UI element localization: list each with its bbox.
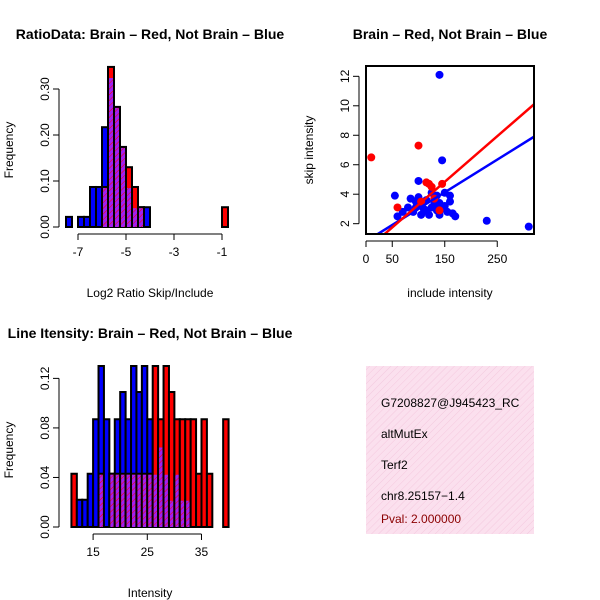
ratio-histogram-ylabel: Frequency [2, 122, 16, 179]
bar-overlap [164, 474, 168, 527]
y-tick-label: 0.00 [38, 515, 52, 539]
bar-overlap [103, 187, 107, 227]
point-brain [414, 141, 423, 150]
point-not-brain [435, 70, 444, 79]
point-not-brain [406, 194, 415, 203]
bar-overlap [132, 474, 136, 527]
point-not-brain [524, 222, 533, 231]
point-not-brain [446, 197, 454, 206]
info-background [366, 366, 534, 534]
point-not-brain [404, 203, 412, 212]
point-not-brain [393, 212, 402, 221]
x-tick-label: 150 [435, 252, 455, 266]
bar-overlap [115, 107, 119, 227]
x-tick-label: -3 [169, 245, 180, 259]
point-brain [427, 182, 436, 191]
point-brain [367, 153, 376, 162]
point-not-brain [451, 212, 460, 221]
y-tick-label: 6 [338, 161, 352, 168]
x-tick-label: 250 [487, 252, 507, 266]
bar-overlap [99, 474, 103, 527]
y-tick-label: 0.20 [38, 123, 52, 147]
point-not-brain [414, 176, 423, 185]
fit-line-brain [382, 103, 534, 234]
bar-overlap [142, 474, 147, 527]
bar-overlap [133, 208, 137, 227]
fit-line-not-brain [375, 135, 534, 234]
info-pval: Pval: 2.000000 [381, 512, 461, 526]
bar-overlap [148, 474, 152, 527]
x-tick-label: 15 [86, 545, 100, 559]
plot-frame [365, 65, 535, 235]
point-brain [435, 206, 444, 215]
info-panel: G7208827@J945423_RC altMutEx Terf2 chr8.… [366, 366, 534, 534]
y-tick-label: 2 [338, 220, 352, 227]
bar-overlap [109, 78, 113, 227]
x-tick-label: 50 [386, 252, 400, 266]
bar-overlap [137, 474, 141, 527]
y-tick-label: 0.00 [38, 215, 52, 239]
point-not-brain [417, 210, 426, 219]
scatter-plot-area [367, 70, 534, 234]
ratio-histogram-panel: RatioData: Brain – Red, Not Brain – Blue… [2, 26, 284, 300]
x-tick-label: 35 [195, 545, 209, 559]
bar-overlap [139, 208, 143, 227]
y-tick-label: 12 [338, 69, 352, 83]
scatter-xlabel: include intensity [407, 286, 492, 300]
intensity-histogram-xlabel: Intensity [128, 586, 173, 600]
bar-brain [221, 206, 229, 229]
y-tick-label: 0.08 [38, 416, 52, 440]
ratio-histogram-xlabel: Log2 Ratio Skip/Include [87, 286, 214, 300]
x-tick-label: -1 [217, 245, 228, 259]
x-tick-label: 0 [363, 252, 370, 266]
intensity-histogram-ylabel: Frequency [2, 422, 16, 479]
bar-not-brain [65, 215, 73, 229]
bar-overlap [121, 147, 125, 227]
ratio-histogram-title: RatioData: Brain – Red, Not Brain – Blue [16, 26, 285, 42]
scatter-ylabel: skip intensity [302, 116, 316, 185]
bar-overlap [159, 447, 163, 527]
point-not-brain [482, 216, 491, 225]
y-tick-label: 4 [338, 191, 352, 198]
y-tick-label: 10 [338, 99, 352, 113]
point-not-brain [422, 206, 431, 215]
intensity-scatter-panel: Brain – Red, Not Brain – Blue include in… [302, 26, 547, 300]
bar-not-brain [143, 206, 151, 229]
point-not-brain [438, 156, 447, 165]
y-tick-label: 0.12 [38, 366, 52, 390]
bar-overlap [180, 500, 185, 527]
x-tick-label: 25 [141, 545, 155, 559]
info-gene: Terf2 [381, 458, 408, 472]
bar-overlap [186, 500, 190, 527]
bar-overlap [169, 500, 174, 527]
point-not-brain [390, 191, 399, 200]
bar-overlap [110, 474, 114, 527]
bar-brain [222, 418, 230, 528]
scatter-title: Brain – Red, Not Brain – Blue [353, 26, 548, 42]
bar-overlap [126, 474, 131, 527]
y-tick-label: 0.30 [38, 77, 52, 101]
bar-overlap [115, 474, 120, 527]
bar-overlap [121, 474, 125, 527]
point-not-brain [398, 207, 407, 216]
y-tick-label: 0.04 [38, 465, 52, 489]
intensity-histogram-panel: Line Itensity: Brain – Red, Not Brain – … [2, 325, 293, 600]
info-id: G7208827@J945423_RC [381, 396, 520, 410]
point-brain [393, 203, 402, 212]
bar-overlap [153, 474, 158, 527]
y-tick-label: 0.10 [38, 169, 52, 193]
info-location: chr8.25157−1.4 [381, 489, 465, 503]
x-tick-label: -5 [121, 245, 132, 259]
bar-overlap [127, 187, 131, 227]
intensity-histogram-title: Line Itensity: Brain – Red, Not Brain – … [8, 325, 293, 341]
info-type: altMutEx [381, 427, 428, 441]
y-tick-label: 8 [338, 132, 352, 139]
bar-overlap [175, 474, 179, 527]
bar-brain [205, 472, 214, 528]
x-tick-label: -7 [73, 245, 84, 259]
